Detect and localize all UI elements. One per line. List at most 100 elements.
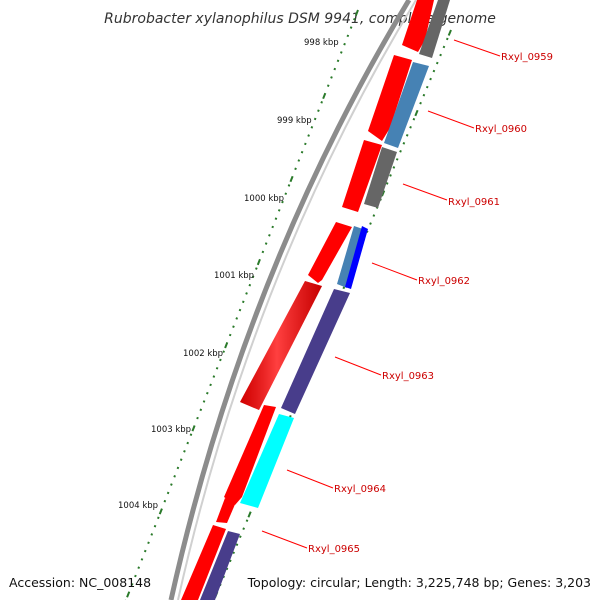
ruler-tick xyxy=(402,142,406,145)
gene-label-leaders xyxy=(261,39,501,549)
ruler-tick xyxy=(196,416,199,420)
ruler-tick xyxy=(369,222,372,225)
ruler-tick xyxy=(183,450,186,453)
ruler-tick xyxy=(242,527,245,530)
forward-gene-arrow xyxy=(308,222,352,283)
ruler-tick xyxy=(264,242,268,245)
ruler-tick xyxy=(199,408,203,412)
ruler-tick xyxy=(248,283,252,287)
ruler-tick xyxy=(354,9,359,16)
ruler-tick xyxy=(209,383,212,387)
ruler-tick xyxy=(261,250,265,254)
ruler-tick xyxy=(176,466,180,470)
ruler-tick xyxy=(157,516,160,520)
ruler-tick xyxy=(274,217,278,220)
ruler-tick xyxy=(310,125,314,129)
kbp-label-1003: 1003 kbp xyxy=(151,425,191,435)
ruler-tick xyxy=(232,551,235,555)
reverse-gene-rxyl-0959 xyxy=(419,0,450,58)
ruler-tick xyxy=(385,182,389,185)
ruler-tick xyxy=(399,150,402,153)
kbp-label-999: 999 kbp xyxy=(277,116,312,126)
ruler-tick xyxy=(439,53,442,57)
ruler-tick xyxy=(294,167,297,171)
ruler-tick xyxy=(215,366,219,370)
ruler-tick xyxy=(268,234,271,237)
ruler-tick xyxy=(225,567,229,571)
ruler-tick xyxy=(179,458,183,461)
ruler-tick xyxy=(228,333,232,337)
ruler-tick xyxy=(153,524,157,528)
kbp-label-1001: 1001 kbp xyxy=(214,271,254,281)
ruler-tick xyxy=(245,292,248,295)
leader-line-rxyl-0959 xyxy=(453,39,501,57)
ruler-tick xyxy=(389,174,392,177)
ruler-tick xyxy=(429,77,432,81)
genome-backbone xyxy=(168,0,417,600)
ruler-tick xyxy=(425,85,429,89)
ruler-tick xyxy=(343,42,346,46)
ruler-tick xyxy=(442,45,446,49)
ruler-tick xyxy=(307,134,310,137)
ruler-tick xyxy=(342,286,346,290)
forward-strand-genes xyxy=(181,0,434,600)
ruler-tick xyxy=(224,342,229,349)
kbp-label-1000: 1000 kbp xyxy=(244,194,284,204)
ruler-tick xyxy=(228,559,232,563)
ruler-tick xyxy=(289,414,292,418)
ruler-tick xyxy=(173,474,176,478)
ruler-tick xyxy=(150,533,154,536)
gene-label-rxyl-0965[interactable]: Rxyl_0965 xyxy=(308,544,360,555)
ruler-tick xyxy=(405,133,409,137)
leader-line-rxyl-0964 xyxy=(286,469,334,489)
ruler-tick xyxy=(333,67,337,71)
ruler-tick xyxy=(140,558,144,561)
reverse-gene-rxyl-0965 xyxy=(200,531,240,600)
ruler-tick xyxy=(212,375,216,378)
ruler-tick xyxy=(339,51,343,54)
ruler-tick xyxy=(170,483,173,486)
ruler-tick xyxy=(313,117,317,121)
ruler-tick xyxy=(320,101,323,104)
ruler-tick xyxy=(245,519,249,522)
forward-gene-arrow xyxy=(181,525,226,600)
kbp-label-998: 998 kbp xyxy=(304,38,339,48)
ruler-tick xyxy=(422,93,426,97)
ruler-tick xyxy=(247,511,252,518)
forward-gene-arrow xyxy=(368,55,412,141)
ruler-tick xyxy=(219,358,222,362)
ruler-tick xyxy=(126,591,131,598)
ruler-tick xyxy=(271,225,274,229)
forward-gene-arrow xyxy=(216,498,236,523)
ruler-tick xyxy=(189,433,193,437)
leader-line-rxyl-0965 xyxy=(261,530,308,549)
ruler-tick xyxy=(255,267,258,270)
ruler-tick xyxy=(349,26,353,29)
kbp-label-1004: 1004 kbp xyxy=(118,501,158,511)
backbone-outer-line xyxy=(168,0,412,600)
kbp-labels: 998 kbp 999 kbp 1000 kbp 1001 kbp 1002 k… xyxy=(118,38,339,511)
ruler-tick xyxy=(419,101,422,105)
ruler-tick xyxy=(277,209,281,212)
ruler-tick xyxy=(412,117,416,121)
ruler-tick xyxy=(281,200,284,204)
leader-line-rxyl-0960 xyxy=(427,110,475,129)
gene-labels: Rxyl_0959 Rxyl_0960 Rxyl_0961 Rxyl_0962 … xyxy=(308,52,553,555)
gene-label-rxyl-0964[interactable]: Rxyl_0964 xyxy=(334,484,386,495)
gene-label-rxyl-0961[interactable]: Rxyl_0961 xyxy=(448,197,500,208)
ruler-tick xyxy=(317,109,320,112)
ruler-tick xyxy=(137,566,141,569)
ruler-tick xyxy=(232,325,235,329)
gene-label-rxyl-0963[interactable]: Rxyl_0963 xyxy=(382,371,434,382)
ruler-tick xyxy=(256,258,261,266)
gene-label-rxyl-0960[interactable]: Rxyl_0960 xyxy=(475,124,527,135)
ruler-tick xyxy=(202,400,206,403)
ruler-tick xyxy=(447,29,452,36)
gene-label-rxyl-0962[interactable]: Rxyl_0962 xyxy=(418,276,470,287)
ruler-tick xyxy=(395,158,399,161)
ruler-tick xyxy=(414,109,419,117)
gene-label-rxyl-0959[interactable]: Rxyl_0959 xyxy=(501,52,553,63)
ruler-tick xyxy=(158,508,163,515)
reverse-gene-rxyl-0962a xyxy=(337,226,363,288)
